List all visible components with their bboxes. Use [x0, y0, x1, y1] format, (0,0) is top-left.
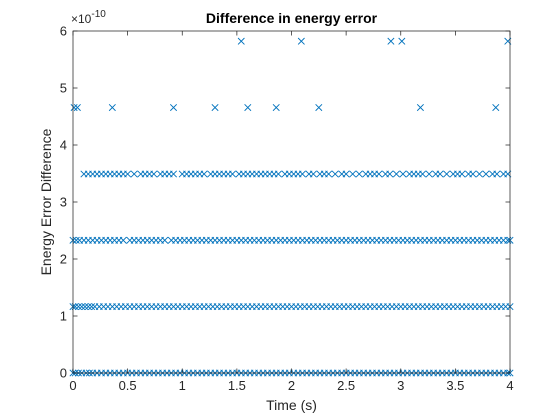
data-point [398, 37, 406, 45]
data-point [482, 170, 490, 178]
data-point [161, 236, 169, 244]
x-axis-label: Time (s) [266, 397, 317, 413]
data-point [297, 37, 305, 45]
data-point [342, 170, 350, 178]
data-point [458, 170, 466, 178]
y-tick-label: 3 [60, 195, 67, 210]
data-point [211, 104, 219, 112]
data-point [169, 104, 178, 112]
data-point [355, 170, 363, 178]
data-point [436, 170, 444, 178]
y-tick-label: 1 [60, 309, 67, 324]
data-point [108, 104, 116, 112]
x-tick-label: 1.5 [228, 378, 246, 393]
data-point [272, 104, 280, 112]
data-point [237, 37, 245, 45]
data-point [309, 170, 317, 178]
x-tick-label: 2 [288, 378, 295, 393]
x-tick-label: 3.5 [446, 378, 464, 393]
y-tick-label: 2 [60, 252, 67, 267]
data-point [169, 170, 178, 178]
x-tick-label: 1 [179, 378, 186, 393]
data-point [331, 170, 339, 178]
data-point [387, 37, 395, 45]
data-point [416, 104, 424, 112]
data-point [399, 170, 407, 178]
data-point [325, 170, 333, 178]
x-tick-labels: 0 0.5 1 1.5 2 2.5 3 3.5 4 [69, 378, 513, 393]
data-point [228, 170, 237, 178]
data-point [386, 170, 394, 178]
data-point [88, 303, 96, 311]
data-point [274, 170, 282, 178]
data-point [81, 303, 89, 311]
data-point [119, 236, 127, 244]
x-tick-label: 3 [397, 378, 404, 393]
y-tick-label: 6 [60, 24, 67, 39]
data-point [78, 303, 86, 311]
y-axis-label: Energy Error Difference [38, 128, 54, 275]
data-point [349, 170, 357, 178]
data-point [74, 303, 82, 311]
x-tick-label: 0 [69, 378, 76, 393]
data-point [150, 170, 158, 178]
data-point [130, 170, 138, 178]
data-point [70, 104, 78, 112]
data-point [492, 104, 500, 112]
x-tick-label: 2.5 [337, 378, 355, 393]
data-point [124, 170, 132, 178]
y-tick-label: 5 [60, 81, 67, 96]
data-point [73, 104, 81, 112]
data-point [244, 104, 252, 112]
data-point [315, 104, 323, 112]
data-point [84, 303, 92, 311]
data-point [419, 170, 427, 178]
y-exponent-base: ×10 [71, 12, 92, 26]
y-tick-label: 0 [60, 366, 67, 381]
data-point [200, 170, 208, 178]
chart-title: Difference in energy error [206, 10, 378, 26]
y-tick-labels: 0 1 2 3 4 5 6 [60, 24, 67, 381]
data-point [493, 170, 501, 178]
y-exponent-power: -10 [91, 9, 106, 20]
y-axis-exponent: ×10-10 [71, 9, 106, 26]
data-point [298, 170, 306, 178]
x-tick-label: 4 [506, 378, 513, 393]
data-point [469, 170, 477, 178]
data-point [443, 170, 451, 178]
axes-box [72, 30, 511, 374]
y-tick-label: 4 [60, 138, 67, 153]
data-point [72, 236, 80, 244]
x-tick-label: 0.5 [119, 378, 137, 393]
data-point [375, 170, 383, 178]
data-point [425, 170, 433, 178]
data-point [392, 170, 400, 178]
axes-background [73, 31, 510, 373]
data-point [475, 170, 483, 178]
